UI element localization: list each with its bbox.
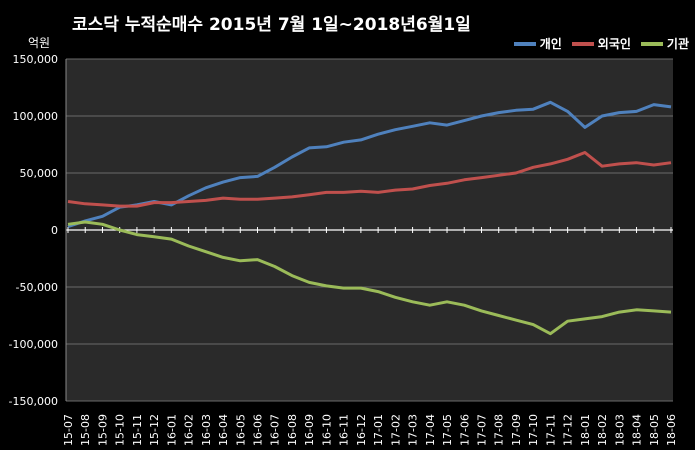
x-tick-label: 16-01 [165, 414, 178, 446]
x-tick-label: 17-05 [441, 414, 454, 446]
x-tick-label: 16-07 [269, 414, 282, 446]
x-tick-label: 15-08 [79, 414, 92, 446]
x-tick-label: 16-03 [200, 414, 213, 446]
x-tick-label: 16-02 [183, 414, 196, 446]
x-tick-label: 18-04 [631, 414, 644, 446]
legend-item-individual: 개인 [513, 35, 562, 52]
x-tick-label: 18-03 [613, 414, 626, 446]
legend-label-institution: 기관 [666, 37, 689, 51]
x-tick-label: 18-02 [596, 414, 609, 446]
x-tick-label: 15-12 [148, 414, 161, 446]
x-tick-label: 17-06 [458, 414, 471, 446]
y-tick-label: 0 [51, 224, 58, 237]
y-tick-label: -50,000 [16, 281, 58, 294]
x-tick-label: 18-01 [579, 414, 592, 446]
x-tick-label: 15-11 [131, 414, 144, 446]
legend: 개인 외국인 기관 [513, 35, 689, 52]
y-tick-label: 50,000 [20, 167, 59, 180]
y-tick-label: 150,000 [13, 53, 59, 66]
y-axis-ticks: 150,000 100,000 50,000 0 -50,000 -100,000 -150… [9, 53, 58, 408]
x-tick-label: 17-01 [372, 414, 385, 446]
x-tick-label: 17-11 [544, 414, 557, 446]
legend-swatch-individual [513, 41, 536, 46]
x-tick-label: 15-09 [96, 414, 109, 446]
x-tick-label: 17-12 [562, 414, 575, 446]
x-tick-label: 15-07 [62, 414, 75, 446]
x-tick-label: 18-06 [665, 414, 678, 446]
series-line-2 [67, 151, 672, 208]
x-tick-label: 16-11 [338, 414, 351, 446]
series-line-1 [67, 100, 672, 229]
y-axis-unit-label: 억원 [28, 36, 51, 50]
x-tick-label: 18-05 [648, 414, 661, 446]
x-tick-label: 16-08 [286, 414, 299, 446]
chart-title: 코스닥 누적순매수 2015년 7월 1일~2018년6월1일 [72, 15, 471, 35]
x-tick-label: 17-02 [389, 414, 402, 446]
legend-item-institution: 기관 [640, 35, 689, 52]
legend-label-foreign: 외국인 [597, 37, 631, 51]
x-tick-label: 16-10 [320, 414, 333, 446]
x-tick-label: 16-12 [355, 414, 368, 446]
x-tick-label: 17-08 [493, 414, 506, 446]
x-tick-label: 17-07 [475, 414, 488, 446]
y-tick-label: -150,000 [9, 395, 58, 408]
x-tick-label: 16-05 [234, 414, 247, 446]
x-tick-label: 15-10 [114, 414, 127, 446]
x-tick-label: 17-04 [424, 414, 437, 446]
x-tick-label: 16-04 [217, 414, 230, 446]
legend-label-individual: 개인 [539, 37, 562, 51]
x-tick-label: 17-10 [527, 414, 540, 446]
y-tick-label: 100,000 [13, 110, 59, 123]
x-tick-label: 17-03 [407, 414, 420, 446]
gridlines [65, 58, 673, 402]
x-tick-label: 16-09 [303, 414, 316, 446]
x-tick-label: 17-09 [510, 414, 523, 446]
legend-item-foreign: 외국인 [571, 35, 631, 52]
x-tick-label: 16-06 [252, 414, 265, 446]
legend-swatch-foreign [571, 41, 594, 46]
y-tick-label: -100,000 [9, 338, 58, 351]
series-line-3 [67, 220, 672, 336]
x-axis-ticks: 15-07 15-08 15-09 15-10 15-11 15-12 16-01 16-02… [62, 227, 678, 446]
legend-swatch-institution [640, 41, 663, 46]
series-lines [67, 100, 672, 336]
